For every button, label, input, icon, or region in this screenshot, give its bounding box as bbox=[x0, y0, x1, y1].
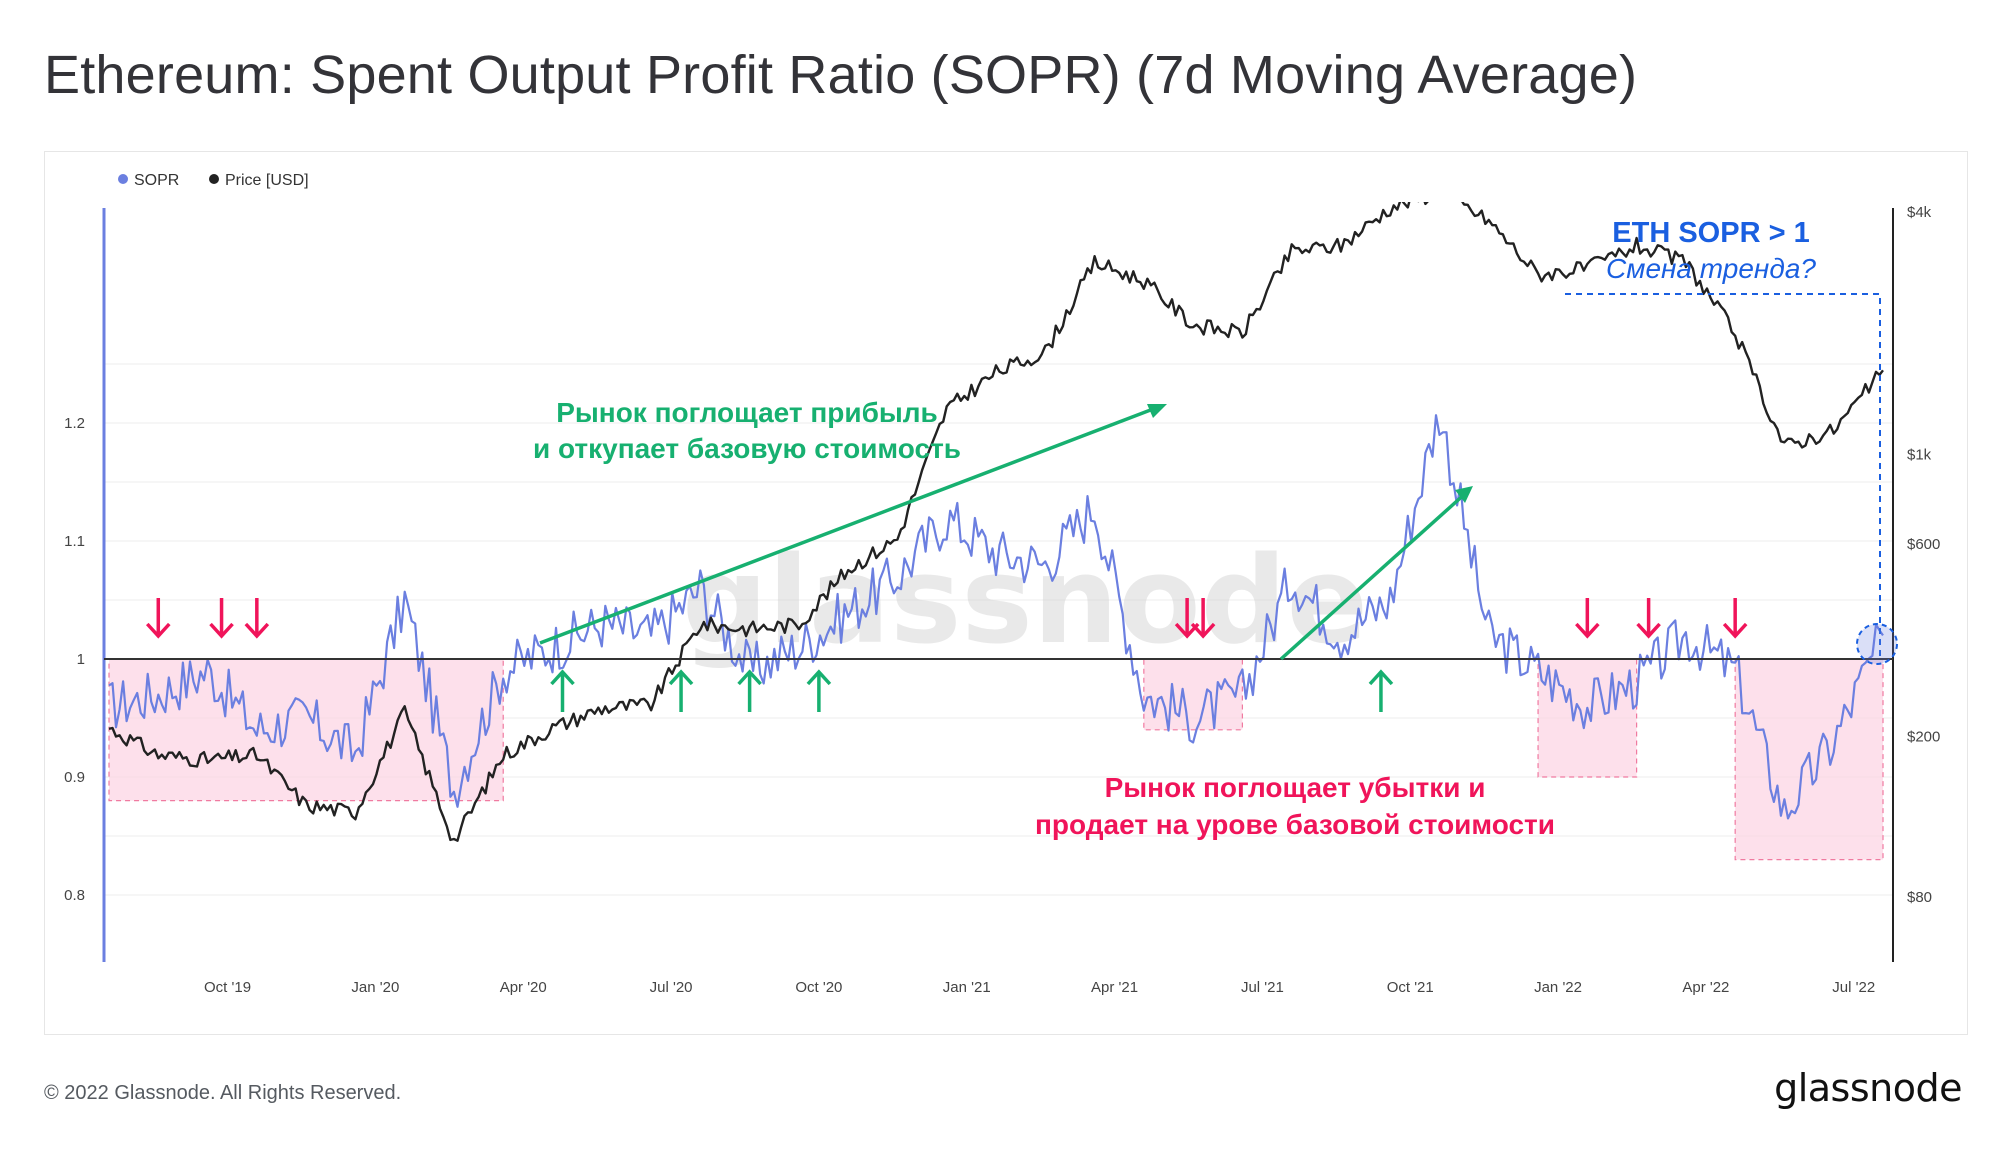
green-up-arrow bbox=[550, 669, 575, 712]
y-right-tick: $200 bbox=[1907, 729, 1940, 746]
red-down-arrow bbox=[1636, 598, 1661, 639]
y-right-tick: $600 bbox=[1907, 536, 1940, 553]
y-right-tick: $1k bbox=[1907, 447, 1932, 464]
y-right-tick: $80 bbox=[1907, 889, 1932, 906]
trend-line-recovery bbox=[1279, 490, 1469, 661]
footer-copyright: © 2022 Glassnode. All Rights Reserved. bbox=[44, 1082, 402, 1104]
green-up-arrow bbox=[1368, 669, 1394, 712]
x-tick: Jan '20 bbox=[351, 979, 399, 996]
x-tick: Oct '19 bbox=[204, 979, 251, 996]
x-tick: Oct '20 bbox=[795, 979, 842, 996]
annotation-profit-1: Рынок поглощает прибыль bbox=[556, 397, 938, 428]
green-arrow-head bbox=[1368, 669, 1394, 686]
loss-zone bbox=[1143, 658, 1243, 731]
red-arrow-head bbox=[1722, 622, 1748, 639]
green-arrow-head bbox=[550, 669, 575, 686]
annotation-trend-change: Смена тренда? bbox=[1606, 253, 1816, 284]
y-left-tick: 1.1 bbox=[64, 533, 85, 550]
chart-frame: SOPR Price [USD] glassnode 0.8 0.9 1 1.1 1.2… bbox=[44, 151, 1968, 1035]
green-up-arrow bbox=[668, 669, 694, 712]
loss-zones bbox=[108, 658, 1884, 861]
red-arrow-head bbox=[1190, 622, 1216, 639]
x-tick: Jan '22 bbox=[1534, 979, 1582, 996]
x-tick: Jul '22 bbox=[1832, 979, 1875, 996]
green-up-arrow bbox=[737, 669, 762, 712]
red-down-arrow bbox=[209, 598, 234, 639]
green-arrow-head bbox=[806, 669, 832, 686]
y-left-tick: 1 bbox=[77, 651, 85, 668]
legend-price-label: Price [USD] bbox=[225, 172, 309, 189]
x-tick: Jul '21 bbox=[1241, 979, 1284, 996]
red-arrow-head bbox=[209, 622, 234, 639]
trend-line-profit-head bbox=[1147, 404, 1167, 418]
red-down-arrow bbox=[145, 598, 171, 639]
x-tick: Jan '21 bbox=[943, 979, 991, 996]
annotation-profit-2: и откупает базовую стоимость bbox=[533, 433, 961, 464]
trend-line-profit bbox=[539, 404, 1162, 645]
x-tick: Jul '20 bbox=[650, 979, 693, 996]
legend-sopr-label: SOPR bbox=[134, 172, 179, 189]
red-down-arrow bbox=[244, 598, 270, 639]
annotation-loss-1: Рынок поглощает убытки и bbox=[1105, 772, 1486, 803]
x-tick: Oct '21 bbox=[1387, 979, 1434, 996]
legend: SOPR Price [USD] bbox=[118, 172, 309, 189]
red-arrow-head bbox=[1575, 622, 1600, 639]
legend-price-marker bbox=[209, 174, 219, 184]
annotation-loss-2: продает на урове базовой стоимости bbox=[1035, 809, 1555, 840]
red-down-arrow bbox=[1575, 598, 1600, 639]
legend-sopr-marker bbox=[118, 174, 128, 184]
red-arrow-head bbox=[244, 622, 270, 639]
chart-svg: SOPR Price [USD] glassnode 0.8 0.9 1 1.1 1.2… bbox=[64, 172, 1940, 996]
y-left-tick: 1.2 bbox=[64, 415, 85, 432]
series bbox=[108, 202, 1884, 842]
green-up-arrow bbox=[806, 669, 832, 712]
highlight-circle bbox=[1856, 623, 1898, 665]
loss-zone bbox=[1537, 658, 1638, 778]
footer-logo: glassnode bbox=[1774, 1066, 1962, 1110]
x-tick: Apr '22 bbox=[1682, 979, 1729, 996]
red-arrow-head bbox=[145, 622, 171, 639]
page-title: Ethereum: Spent Output Profit Ratio (SOP… bbox=[44, 45, 1638, 105]
blue-dashed-box bbox=[1565, 293, 1881, 657]
axis-labels: 0.8 0.9 1 1.1 1.2 $80 $200 $600 $1k $4k Oct '19 Jan… bbox=[64, 204, 1940, 996]
green-arrow-head bbox=[737, 669, 762, 686]
x-tick: Apr '20 bbox=[500, 979, 547, 996]
y-right-tick: $4k bbox=[1907, 204, 1932, 221]
y-left-tick: 0.8 bbox=[64, 887, 85, 904]
trend-line-recovery-head bbox=[1455, 486, 1473, 503]
red-down-arrow bbox=[1190, 598, 1216, 639]
x-tick: Apr '21 bbox=[1091, 979, 1138, 996]
red-arrow-head bbox=[1636, 622, 1661, 639]
green-arrow-head bbox=[668, 669, 694, 686]
watermark: glassnode bbox=[682, 532, 1368, 671]
price-series-line bbox=[108, 202, 1884, 842]
red-down-arrow bbox=[1722, 598, 1748, 639]
arrows bbox=[145, 598, 1748, 712]
y-left-tick: 0.9 bbox=[64, 769, 85, 786]
annotation-eth-sopr: ETH SOPR > 1 bbox=[1612, 217, 1809, 249]
sopr-series-line bbox=[108, 414, 1884, 820]
